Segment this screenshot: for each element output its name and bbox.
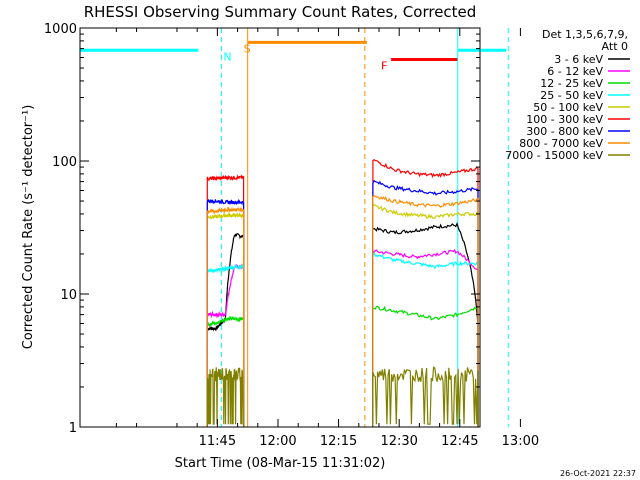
y-tick-label: 10	[60, 288, 77, 303]
legend-entry-label: 50 - 100 keV	[533, 101, 603, 114]
y-axis-label: Corrected Count Rate (s⁻¹ detector⁻¹)	[21, 105, 36, 350]
series-line	[206, 211, 245, 427]
series-line	[372, 179, 479, 427]
y-tick-label: 1	[69, 421, 77, 436]
axis-layer: 1 10 100 1000 11:45 12:00 12:15 12:30 12:45 13:00	[44, 22, 539, 449]
legend-header: Att 0	[602, 40, 628, 53]
series-line	[206, 232, 245, 427]
legend-entry-label: 7000 - 15000 keV	[505, 149, 603, 162]
legend-entry-label: 300 - 800 keV	[526, 125, 603, 138]
legend-entry-label: 25 - 50 keV	[540, 89, 603, 102]
series-line	[206, 367, 245, 427]
legend-entry-label: 800 - 7000 keV	[519, 137, 603, 150]
x-tick-label: 12:15	[320, 434, 357, 449]
series-line	[372, 366, 479, 427]
x-tick-label: 12:00	[259, 434, 296, 449]
series-layer	[206, 158, 479, 427]
timestamp: 26-Oct-2021 22:37	[560, 469, 636, 478]
series-line	[372, 158, 479, 427]
x-tick-label: 13:00	[502, 434, 539, 449]
series-line	[372, 195, 479, 427]
x-tick-label: 11:45	[199, 434, 236, 449]
x-axis-label: Start Time (08-Mar-15 11:31:02)	[175, 456, 386, 471]
series-line	[372, 203, 479, 427]
series-line	[372, 251, 479, 427]
legend-entry-label: 12 - 25 keV	[540, 77, 603, 90]
series-line	[206, 174, 245, 427]
legend-entry-label: 6 - 12 keV	[547, 65, 603, 78]
series-line	[206, 206, 245, 427]
x-tick-label: 12:30	[380, 434, 417, 449]
night-label: N	[223, 50, 231, 63]
series-line	[206, 263, 245, 427]
y-tick-label: 1000	[44, 22, 77, 37]
flare-label: F	[381, 59, 387, 72]
x-tick-label: 12:45	[441, 434, 478, 449]
saa-label: S	[244, 42, 251, 55]
legend-entry-label: 3 - 6 keV	[554, 53, 603, 66]
legend-header: Det 1,3,5,6,7,9,	[542, 28, 628, 41]
series-line	[206, 315, 245, 427]
series-line	[372, 221, 479, 427]
chart-title: RHESSI Observing Summary Count Rates, Co…	[84, 3, 477, 21]
y-tick-label: 100	[52, 155, 77, 170]
series-line	[372, 305, 479, 427]
legend-entry-label: 100 - 300 keV	[526, 113, 603, 126]
series-line	[372, 248, 479, 427]
series-line	[206, 198, 245, 427]
plot-frame	[79, 27, 481, 428]
